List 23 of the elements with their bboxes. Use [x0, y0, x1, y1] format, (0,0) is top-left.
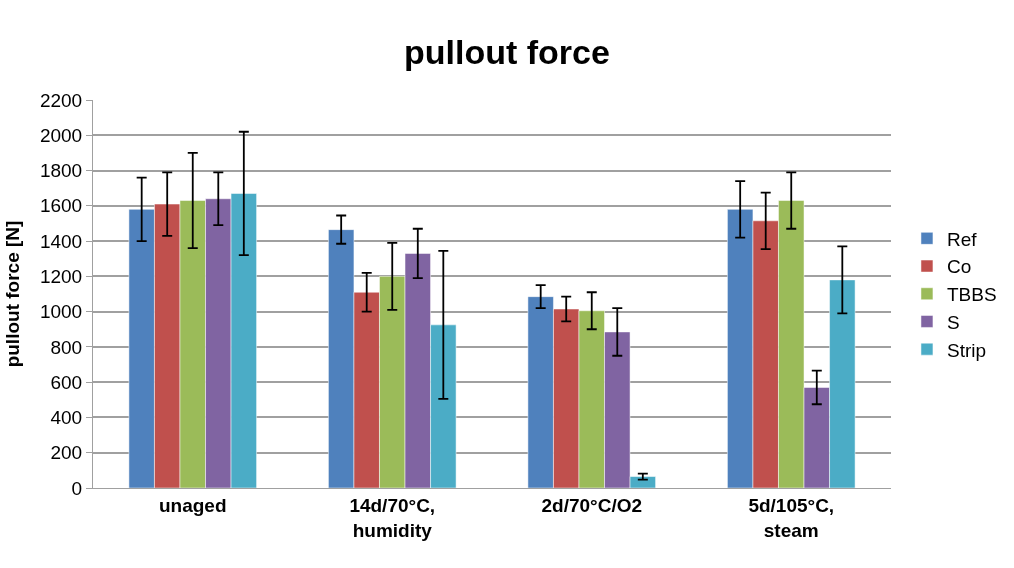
y-tick-label: 1400: [39, 230, 83, 252]
x-tick-label: unaged: [158, 494, 227, 516]
x-tick-label: 2d/70°C/O2: [541, 494, 643, 516]
y-tick-label: 400: [50, 407, 83, 429]
legend-label: Co: [946, 256, 972, 278]
y-tick-label: 0: [71, 477, 83, 499]
y-tick-label: 1000: [39, 301, 83, 323]
x-tick-label: 5d/105°C, steam: [748, 494, 835, 541]
y-tick-label: 800: [50, 336, 83, 358]
y-tick-label: 600: [50, 371, 83, 393]
y-tick-label: 200: [50, 442, 83, 464]
x-tick-label: 14d/70°C, humidity: [349, 494, 436, 541]
y-tick-label: 1200: [39, 266, 83, 288]
y-tick-label: 2200: [39, 89, 83, 111]
y-tick-label: 1600: [39, 195, 83, 217]
legend-label: TBBS: [946, 284, 997, 306]
chart-title: pullout force: [404, 32, 610, 71]
legend-label: Ref: [946, 228, 978, 250]
legend-label: Strip: [946, 339, 987, 361]
y-tick-label: 1800: [39, 160, 83, 182]
legend-label: S: [946, 311, 960, 333]
y-tick-label: 2000: [39, 124, 83, 146]
y-axis-title: pullout force [N]: [1, 220, 23, 368]
